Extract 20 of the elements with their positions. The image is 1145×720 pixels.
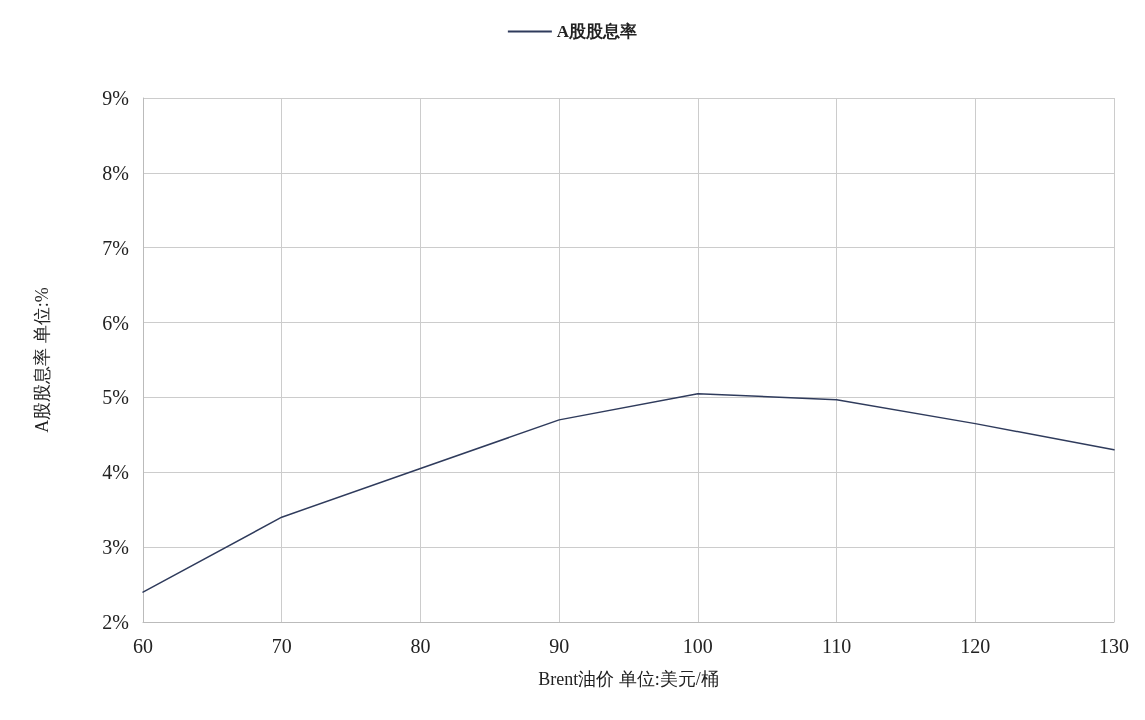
- y-tick-label: 6%: [102, 311, 129, 334]
- y-tick-label: 2%: [102, 611, 129, 633]
- x-tick-label: 100: [682, 635, 713, 657]
- x-tick-label: 70: [271, 635, 292, 657]
- x-tick-label: 110: [821, 635, 852, 657]
- x-tick-label: 120: [960, 635, 991, 657]
- line-series: [142, 392, 1115, 593]
- x-axis-title: Brent油价 单位:美元/桶: [538, 669, 719, 689]
- y-tick-label: 4%: [102, 461, 129, 484]
- x-tick-label: 80: [410, 635, 431, 657]
- x-tick-label: 60: [133, 635, 153, 657]
- y-axis-title: A股股息率 单位:%: [32, 287, 52, 433]
- legend-label: A股股息率: [556, 22, 638, 41]
- x-tick-label: 130: [1099, 635, 1129, 657]
- x-tick-label: 90: [549, 635, 570, 657]
- y-tick-label: 7%: [102, 236, 129, 259]
- y-tick-label: 9%: [102, 87, 129, 109]
- y-tick-label: 8%: [102, 161, 129, 184]
- y-tick-label: 3%: [102, 536, 129, 559]
- y-tick-label: 5%: [102, 386, 129, 409]
